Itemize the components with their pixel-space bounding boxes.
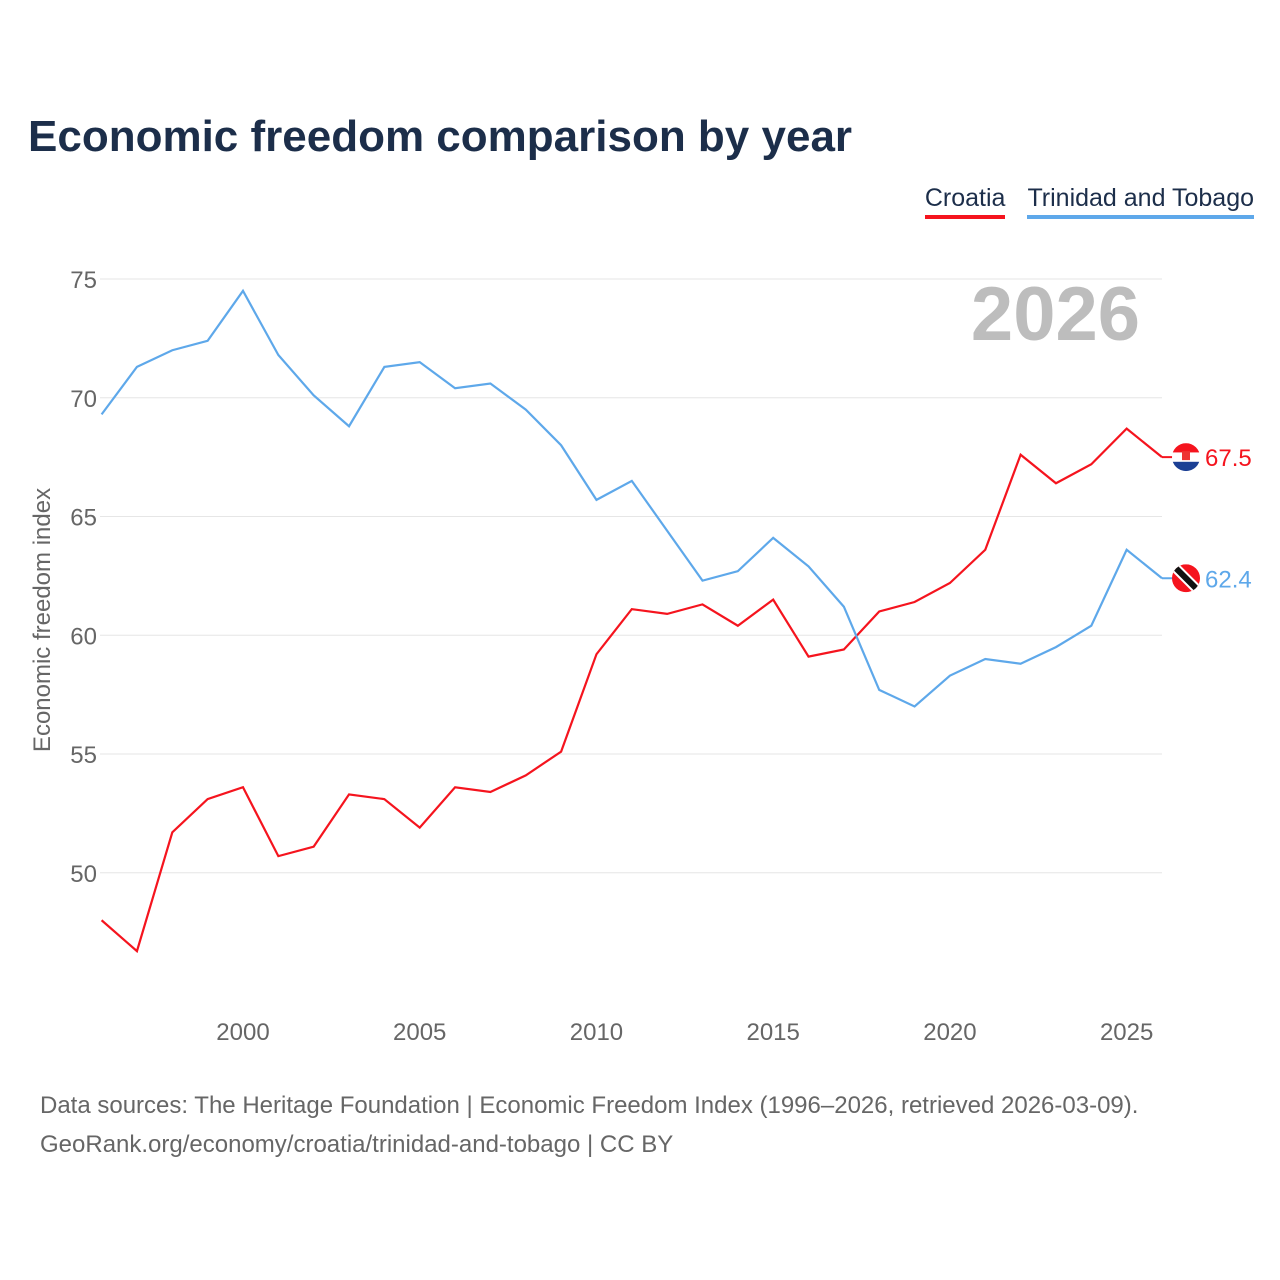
chart-title: Economic freedom comparison by year <box>28 112 853 161</box>
legend-croatia[interactable]: Croatia <box>924 184 1006 219</box>
footer: Data sources: The Heritage Foundation | … <box>40 1086 1138 1164</box>
y-tick-label: 70 <box>70 386 97 413</box>
x-tick-label: 2015 <box>746 1019 799 1046</box>
source-url[interactable]: GeoRank.org/economy/croatia/trinidad-and… <box>40 1131 674 1158</box>
x-tick-label: 2020 <box>923 1019 976 1046</box>
croatia-flag-icon <box>1172 443 1200 472</box>
x-tick-label: 2005 <box>393 1019 446 1046</box>
y-tick-label: 65 <box>70 505 97 532</box>
x-tick-label: 2025 <box>1100 1019 1153 1046</box>
end-value-label: 62.4 <box>1205 566 1252 593</box>
y-tick-label: 55 <box>70 742 97 769</box>
legend-trinidad-and-tobago[interactable]: Trinidad and Tobago <box>1027 184 1254 219</box>
x-tick-label: 2010 <box>570 1019 623 1046</box>
legend: Croatia Trinidad and Tobago <box>924 184 1254 219</box>
source-text: Data sources: The Heritage Foundation | … <box>40 1092 1139 1119</box>
y-tick-label: 75 <box>70 267 97 294</box>
end-value-label: 67.5 <box>1205 445 1252 472</box>
x-tick-label: 2000 <box>216 1019 269 1046</box>
y-tick-label: 60 <box>70 623 97 650</box>
trinidad-and-tobago-flag-icon <box>1172 564 1200 593</box>
y-axis-label: Economic freedom index <box>29 488 56 752</box>
year-watermark: 2026 <box>971 272 1140 357</box>
y-tick-label: 50 <box>70 861 97 888</box>
